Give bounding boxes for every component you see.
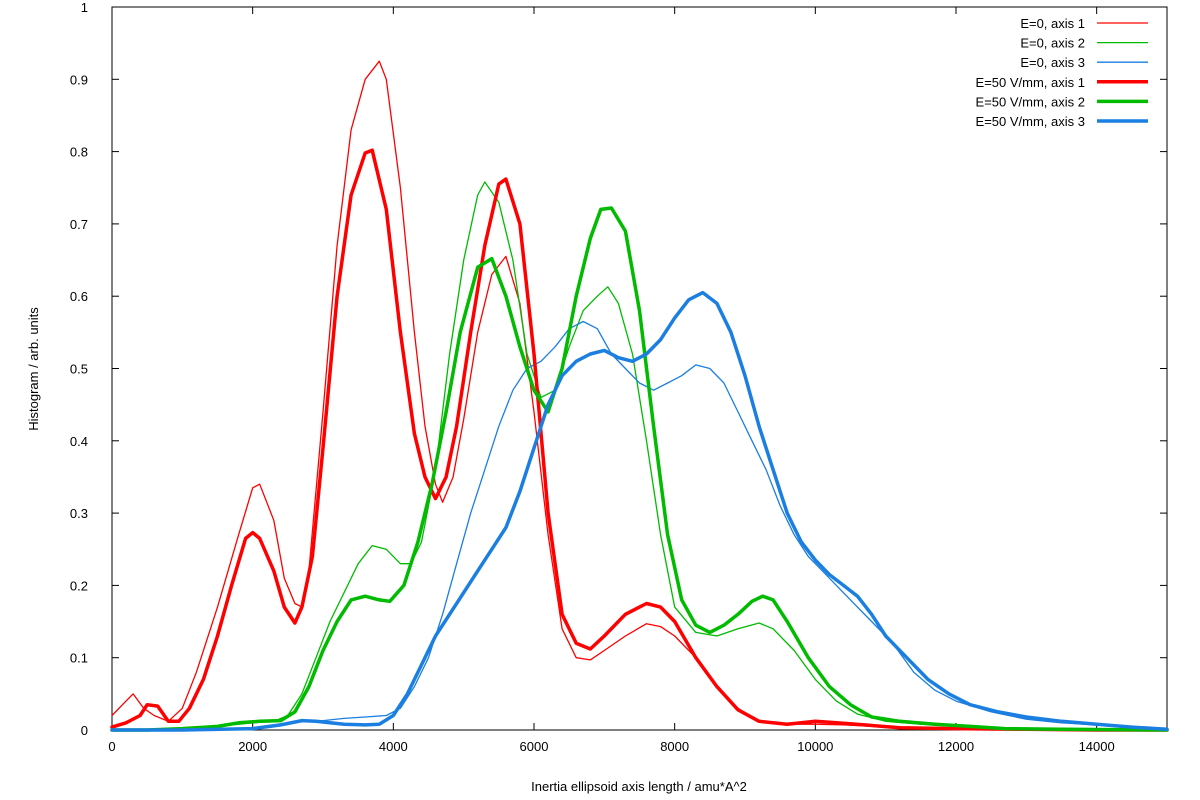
x-tick-label: 12000 bbox=[938, 739, 974, 754]
series-line-2 bbox=[111, 181, 1168, 731]
x-axis-label: Inertia ellipsoid axis length / amu*A^2 bbox=[531, 779, 747, 794]
legend-label-4: E=50 V/mm, axis 1 bbox=[976, 75, 1085, 90]
axis-tick-labels: 0 2000 4000 6000 8000 10000 12000 14000 0 0.1 0.2 0… bbox=[70, 0, 1115, 754]
x-tick-label: 6000 bbox=[520, 739, 549, 754]
series-lines bbox=[110, 60, 1169, 732]
y-tick-label: 0.7 bbox=[70, 217, 88, 232]
y-tick-label: 0.3 bbox=[70, 506, 88, 521]
y-tick-label: 0 bbox=[81, 723, 88, 738]
series-line-5 bbox=[110, 206, 1169, 732]
x-tick-label: 0 bbox=[108, 739, 115, 754]
y-tick-label: 0.1 bbox=[70, 651, 88, 666]
x-tick-label: 8000 bbox=[660, 739, 689, 754]
series-line-3 bbox=[111, 320, 1168, 731]
legend-label-3: E=0, axis 3 bbox=[1020, 55, 1085, 70]
y-tick-label: 1 bbox=[81, 0, 88, 15]
y-tick-label: 0.9 bbox=[70, 72, 88, 87]
y-axis-label: Histogram / arb. units bbox=[26, 307, 41, 431]
series-line-6 bbox=[110, 290, 1169, 732]
legend-label-2: E=0, axis 2 bbox=[1020, 36, 1085, 51]
x-tick-label: 14000 bbox=[1079, 739, 1115, 754]
legend-label-1: E=0, axis 1 bbox=[1020, 16, 1085, 31]
x-tick-label: 4000 bbox=[379, 739, 408, 754]
y-tick-label: 0.6 bbox=[70, 289, 88, 304]
legend: E=0, axis 1 E=0, axis 2 E=0, axis 3 E=50 V/… bbox=[976, 16, 1148, 129]
y-tick-label: 0.2 bbox=[70, 578, 88, 593]
legend-label-6: E=50 V/mm, axis 3 bbox=[976, 114, 1085, 129]
x-tick-label: 2000 bbox=[238, 739, 267, 754]
series-line-4 bbox=[110, 148, 1169, 732]
y-tick-label: 0.4 bbox=[70, 434, 88, 449]
y-tick-label: 0.8 bbox=[70, 145, 88, 160]
legend-label-5: E=50 V/mm, axis 2 bbox=[976, 94, 1085, 109]
x-tick-label: 10000 bbox=[797, 739, 833, 754]
y-tick-label: 0.5 bbox=[70, 362, 88, 377]
